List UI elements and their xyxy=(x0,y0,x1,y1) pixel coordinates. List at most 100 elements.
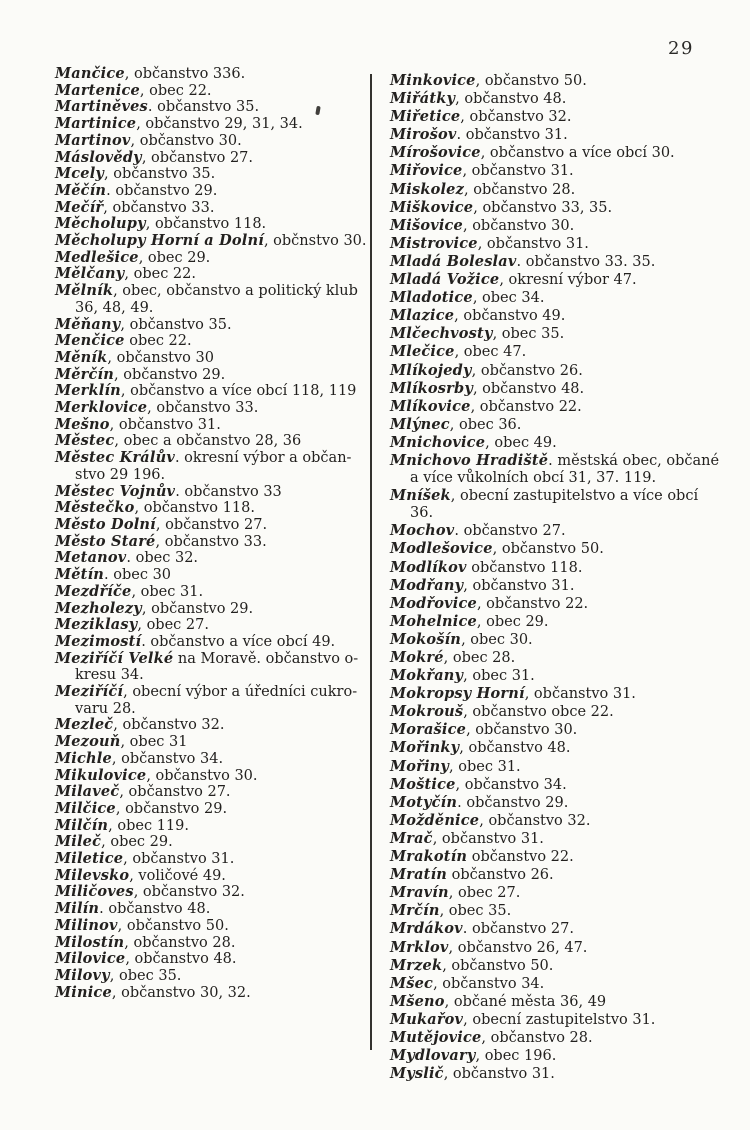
entry-headword: Mratín xyxy=(390,866,448,884)
index-entry: Mezleč, občanstvo 32. xyxy=(55,717,371,734)
entry-references: občanstvo 26. xyxy=(447,867,554,884)
index-entry: Medlešice, obec 29. xyxy=(55,249,371,267)
entry-references: , občanstvo 32. xyxy=(133,884,245,901)
entry-references: , občanstvo 31. xyxy=(524,686,636,703)
entry-references: , obec 35. xyxy=(492,326,565,343)
entry-headword: Mcely xyxy=(55,165,105,183)
entry-headword: Mokrouš xyxy=(390,703,464,721)
entry-headword: Mochov xyxy=(390,522,455,540)
entry-headword: Mělčany xyxy=(55,265,125,283)
entry-headword: Mírošovice xyxy=(390,144,481,162)
entry-references: , obec, občanstvo a politický klub xyxy=(113,283,358,300)
entry-references: , občanstvo 50. xyxy=(117,917,229,934)
index-entry: Merklín, občanstvo a více obcí 118, 119 xyxy=(55,383,371,400)
index-entry: Mišovice, občanstvo 30. xyxy=(390,217,716,235)
index-entry: Minkovice, občanstvo 50. xyxy=(390,72,716,90)
entry-headword: Metanov xyxy=(55,549,127,567)
entry-references: , občanstvo 30. xyxy=(130,132,242,149)
entry-references: , obecní zastupitelstvo a více obcí xyxy=(450,488,699,505)
index-entry: Miškovice, občanstvo 33, 35. xyxy=(390,199,716,217)
entry-headword: Merklovice xyxy=(55,399,148,417)
index-entry: Mělník, obec, občanstvo a politický klub… xyxy=(55,282,371,316)
entry-headword: Morašice xyxy=(390,721,467,739)
entry-references: . občanstvo 29. xyxy=(106,182,218,199)
entry-headword: Mlečice xyxy=(390,343,455,361)
entry-headword: Měrčín xyxy=(55,365,114,383)
entry-references: , obec 27. xyxy=(448,885,521,902)
index-entry: Meziříčí, obecní výbor a úředníci cukro-… xyxy=(55,683,371,717)
index-entry: Milčín, obec 119. xyxy=(55,817,371,835)
entry-references: . občanstvo 33 xyxy=(175,483,282,500)
index-entry: Mydlovary, obec 196. xyxy=(390,1047,716,1065)
entry-headword: Máslovědy xyxy=(55,148,142,166)
entry-headword: Myslič xyxy=(390,1065,444,1083)
entry-references: , obec 196. xyxy=(475,1048,557,1065)
entry-headword: Mořiny xyxy=(390,757,450,775)
entry-headword: Miletice xyxy=(55,850,124,868)
entry-references: , občanstvo 31. xyxy=(443,1066,555,1083)
entry-references: . okresní výbor a občan- xyxy=(174,450,352,467)
index-entry: Máslovědy, občanstvo 27. xyxy=(55,148,371,167)
index-entry: Mělčany, obec 22. xyxy=(55,266,371,283)
index-entry: Milín. občanstvo 48. xyxy=(55,900,371,918)
entry-references: . občanstvo 31. xyxy=(456,127,568,144)
index-entry: Mutějovice, občanstvo 28. xyxy=(390,1029,716,1047)
entry-headword: Mečíř xyxy=(55,198,104,216)
entry-references: . občanstvo 29. xyxy=(457,794,569,811)
entry-references: , občanstvo 31. xyxy=(477,235,589,252)
index-entry: Měcholupy Horní a Dolní, občnstvo 30. xyxy=(55,232,371,250)
entry-headword: Milaveč xyxy=(55,783,120,801)
index-entry: Mrčín, obec 35. xyxy=(390,902,716,920)
index-entry: Martinice, občanstvo 29, 31, 34. xyxy=(55,115,371,133)
entry-headword: Menčice xyxy=(55,332,125,350)
entry-headword: Mezouň xyxy=(55,733,121,751)
entry-headword: Minice xyxy=(55,983,112,1001)
entry-references: , občanstvo 22. xyxy=(476,595,589,612)
entry-headword: Mrklov xyxy=(390,938,449,956)
index-entry: Mníšek, obecní zastupitelstvo a více obc… xyxy=(390,487,716,522)
entry-references: , občanstvo 49. xyxy=(454,308,566,325)
entry-references: , občanstvo 48. xyxy=(459,740,571,757)
entry-references: , občanstvo 26. xyxy=(471,362,583,379)
entry-references: , občanstvo 48. xyxy=(125,951,237,968)
entry-references: , obec 31. xyxy=(131,583,204,600)
column-divider-rule xyxy=(370,74,372,1050)
entry-references: , občanstvo 30 xyxy=(107,349,214,366)
entry-references: , občnstvo 30. xyxy=(263,233,367,250)
index-entry: Měčín. občanstvo 29. xyxy=(55,182,371,200)
entry-references: , obec 29. xyxy=(138,249,211,266)
page-number: 29 xyxy=(668,38,694,59)
entry-references: , občanstvo 22. xyxy=(470,398,582,415)
entry-headword: Mlazice xyxy=(390,307,455,325)
index-entry: Městec Vojnův. občanstvo 33 xyxy=(55,483,371,501)
entry-references: , obec 28. xyxy=(443,650,516,666)
entry-references: obec 22. xyxy=(124,333,192,350)
entry-headword: Motyčín xyxy=(390,793,458,811)
entry-references: , obec 30. xyxy=(461,631,533,648)
entry-headword: Mělník xyxy=(55,282,114,300)
index-entry: Miletice, občanstvo 31. xyxy=(55,850,371,868)
entry-references: , obec 29. xyxy=(476,613,549,630)
index-entry: Moštice, občanstvo 34. xyxy=(390,776,716,794)
entry-headword: Miřetice xyxy=(390,108,461,126)
entry-headword: Mutějovice xyxy=(390,1028,482,1046)
entry-headword: Mětín xyxy=(55,566,105,584)
index-entry: Mrdákov. občanstvo 27. xyxy=(390,920,716,938)
entry-headword: Mokošín xyxy=(390,630,462,648)
index-entry: Mileč, obec 29. xyxy=(55,833,371,851)
entry-headword: Modlíkov xyxy=(390,558,467,576)
entry-continuation: kresu 34. xyxy=(75,667,144,684)
entry-references: , obec 27. xyxy=(137,617,209,634)
index-entry: Mořiny, obec 31. xyxy=(390,758,716,776)
entry-references: , občanstvo 27. xyxy=(119,784,231,801)
index-entry: Myslič, občanstvo 31. xyxy=(390,1065,716,1083)
index-entry: Mladá Vožice, okresní výbor 47. xyxy=(390,271,716,289)
entry-headword: Městec Králův xyxy=(55,449,175,467)
entry-headword: Modlešovice xyxy=(390,540,493,558)
entry-references: , občanstvo 30. xyxy=(146,767,258,784)
index-entry: Miličoves, občanstvo 32. xyxy=(55,884,371,901)
entry-references: , občanstvo 28. xyxy=(464,181,576,198)
entry-headword: Mešno xyxy=(55,415,110,433)
entry-headword: Martenice xyxy=(55,81,140,99)
entry-references: , občanstvo 35. xyxy=(104,166,216,183)
